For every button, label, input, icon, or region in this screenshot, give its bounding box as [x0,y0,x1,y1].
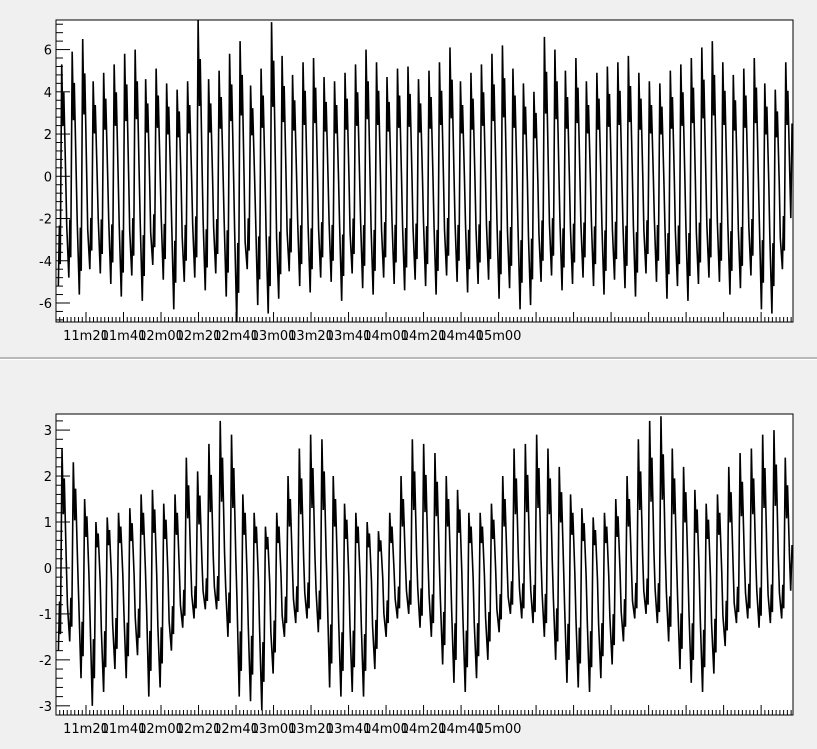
x-tick-label: 11m40 [101,329,147,344]
pad-divider[interactable] [0,357,817,360]
x-tick-label: 11m20 [63,722,109,737]
x-tick-label: 12m40 [213,722,259,737]
y-tick-label: 2 [44,470,52,485]
top-chart: -6 -4 -2 0 2 4 6 11m2011m4012m0012m2012m4013m00… [39,19,794,344]
y-tick-label: -3 [39,700,52,715]
y-tick-label: -2 [39,213,52,228]
bottom-pad: -3 -2 -1 0 1 2 3 11m20 11m40 12m00 12m20 12m40 13m00… [0,376,817,749]
y-tick-label: 1 [44,516,52,531]
series-line [57,19,793,323]
x-tick-label: 13m40 [326,722,372,737]
y-tick-label: 0 [44,562,52,577]
x-tick-label: 11m20 [63,329,109,344]
y-tick-label: -4 [39,255,52,270]
top-pad: -6 -4 -2 0 2 4 6 11m20 11m40 12m00 12m20 12m40 13m00… [0,0,817,356]
x-tick-label: 14m40 [438,329,484,344]
x-tick-label: 12m20 [176,329,222,344]
x-tick-label: 14m20 [401,329,447,344]
x-tick-label: 12m40 [213,329,259,344]
y-tick-label: -1 [39,608,52,623]
y-tick-label: 4 [44,86,52,101]
y-tick-label: 0 [44,170,52,185]
x-tick-label: 14m40 [438,722,484,737]
y-tick-label: 6 [44,44,52,59]
plot-frame [55,413,794,716]
x-tick-label: 14m20 [401,722,447,737]
y-tick-label: -6 [39,297,52,312]
x-tick-label: 13m40 [326,329,372,344]
bottom-chart: -3 -2 -1 0 1 2 3 11m2011m4012m0012m2012m4013m00… [39,413,794,737]
x-tick-label: 13m20 [288,722,334,737]
series-line [57,416,793,711]
x-tick-label: 12m00 [138,722,184,737]
x-tick-label: 14m00 [363,722,409,737]
y-tick-label: 3 [44,424,52,439]
x-tick-label: 13m00 [251,722,297,737]
x-tick-label: 13m20 [288,329,334,344]
plot-frame [55,19,794,323]
x-tick-label: 15m00 [476,329,522,344]
x-tick-label: 13m00 [251,329,297,344]
x-tick-label: 15m00 [476,722,522,737]
y-tick-label: -2 [39,654,52,669]
x-tick-label: 12m00 [138,329,184,344]
x-tick-label: 12m20 [176,722,222,737]
y-tick-label: 2 [44,128,52,143]
x-tick-label: 14m00 [363,329,409,344]
x-tick-label: 11m40 [101,722,147,737]
